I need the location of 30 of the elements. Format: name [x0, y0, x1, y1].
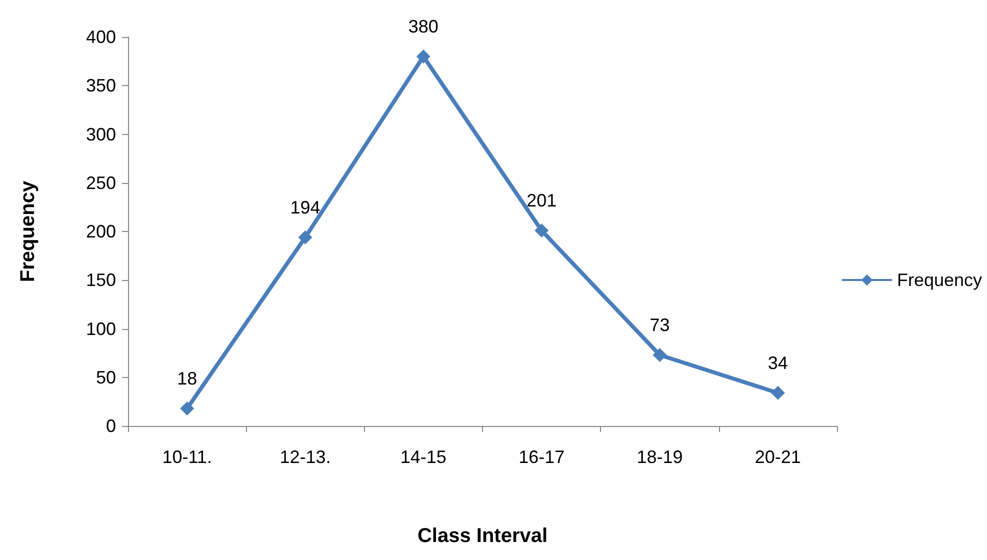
y-axis-title: Frequency — [17, 180, 39, 282]
x-tick-label: 12-13. — [280, 447, 331, 467]
point — [534, 224, 549, 238]
x-tick-label: 10-11. — [162, 447, 212, 467]
point — [298, 230, 312, 244]
point — [416, 49, 430, 64]
y-tick-label: 200 — [86, 222, 116, 242]
y-tick-label: 250 — [86, 172, 116, 193]
x-axis-title: Class Interval — [417, 525, 548, 547]
x-tick-label: 16-17 — [518, 447, 565, 467]
y-tick-label: 0 — [106, 416, 116, 436]
y-tick-label: 100 — [86, 318, 116, 339]
data-label: 18 — [177, 368, 198, 388]
y-tick-label: 400 — [86, 27, 116, 47]
y-tick-label: 350 — [86, 76, 116, 96]
data-label: 34 — [768, 352, 788, 373]
y-tick-label: 300 — [86, 124, 116, 144]
data-label: 380 — [408, 16, 438, 36]
x-tick-label: 14-15 — [400, 447, 446, 467]
point — [652, 348, 667, 362]
data-label: 73 — [650, 315, 670, 336]
point — [180, 401, 194, 416]
data-label: 194 — [290, 197, 320, 218]
data-label: 201 — [526, 190, 557, 211]
x-tick-label: 18-19 — [636, 447, 683, 467]
y-tick-label: 150 — [86, 270, 116, 290]
legend-label: Frequency — [896, 270, 982, 290]
y-tick-label: 50 — [96, 367, 116, 388]
point — [770, 386, 785, 400]
x-tick-label: 20-21 — [754, 447, 801, 467]
